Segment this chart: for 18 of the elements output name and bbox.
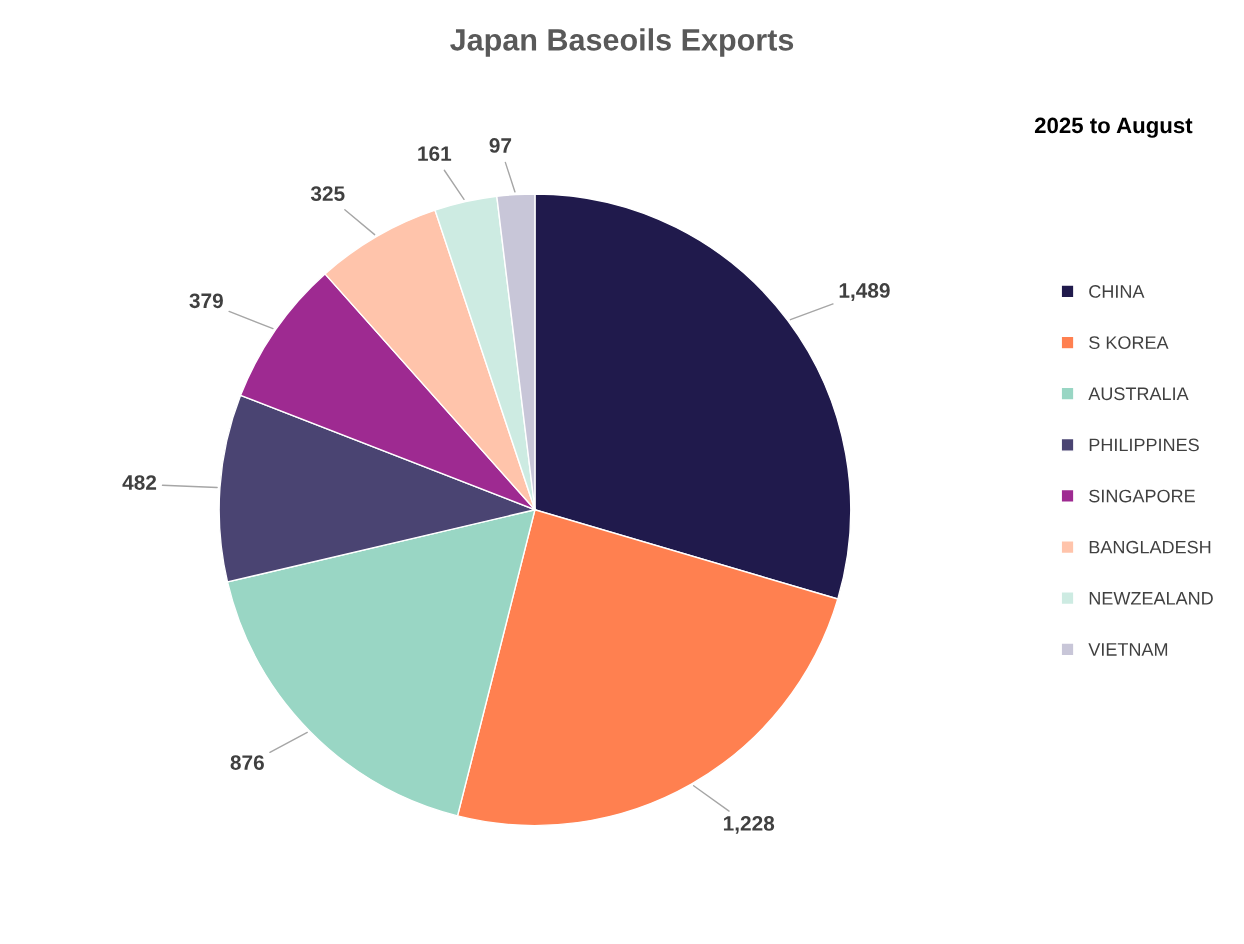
legend-label: BANGLADESH (1089, 540, 1211, 554)
data-label: 161 (418, 146, 452, 162)
data-label: 325 (310, 186, 345, 202)
legend-label: AUSTRALIA (1088, 387, 1189, 401)
data-label: 97 (489, 138, 512, 153)
chart-title: Japan Baseoils Exports (450, 28, 794, 57)
legend-label: NEWZEALAND (1089, 592, 1213, 605)
data-label: 1,489 (839, 283, 890, 301)
legend-title: 2025 to August (1034, 117, 1193, 138)
legend-label: S KOREA (1089, 336, 1169, 350)
legend-label: PHILIPPINES (1089, 438, 1199, 452)
data-label: 379 (189, 293, 223, 309)
data-label: 482 (122, 475, 157, 490)
legend-label: SINGAPORE (1089, 489, 1195, 503)
data-label: 1,228 (723, 816, 775, 834)
data-label: 876 (230, 755, 264, 770)
legend-label: VIETNAM (1088, 643, 1168, 656)
legend-label: CHINA (1089, 285, 1145, 298)
